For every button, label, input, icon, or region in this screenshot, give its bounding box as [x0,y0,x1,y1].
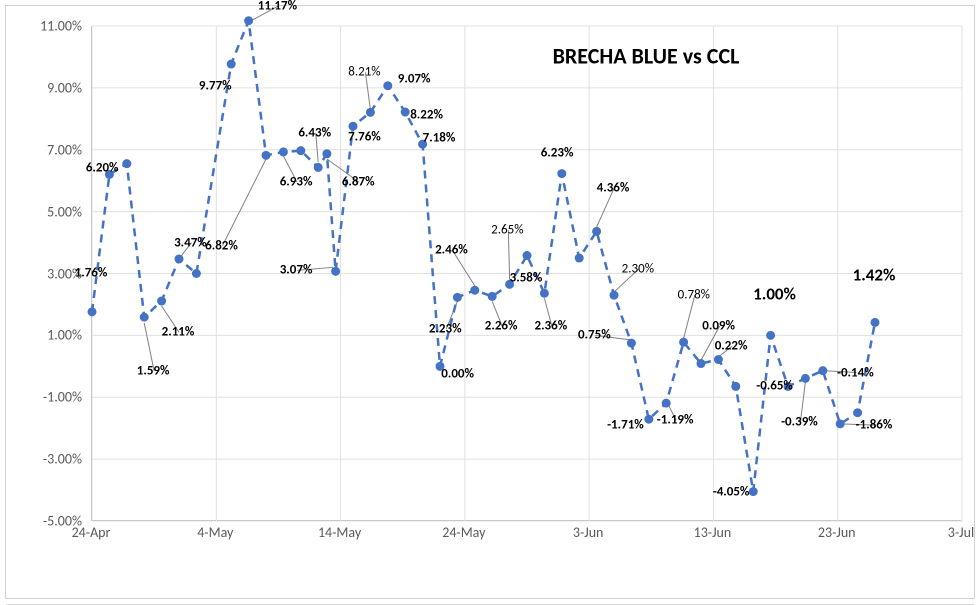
data-label: 6.23% [541,145,574,160]
data-label: -1.19% [657,413,694,428]
data-point [175,254,184,263]
data-point [836,419,845,428]
data-point [731,382,740,391]
data-point [314,163,323,172]
data-point [227,60,236,69]
data-point [679,338,688,347]
data-point [244,16,253,25]
data-point [331,267,340,276]
data-point [453,293,462,302]
data-point [627,339,636,348]
data-point [592,227,601,236]
data-label: 2.26% [485,319,518,334]
y-axis-tick: 3.00% [12,265,82,282]
data-label: 6.20% [86,161,119,176]
data-label: 3.47% [174,235,207,250]
data-label: 2.46% [435,243,468,258]
data-label: 2.36% [534,319,567,334]
data-label: 2.23% [429,322,462,337]
data-label: -1.86% [856,418,893,433]
data-point [401,108,410,117]
data-point [853,408,862,417]
data-label: 11.17% [258,0,297,13]
data-label: 6.82% [205,238,238,253]
data-point [366,108,375,117]
data-label: 1.59% [137,363,170,378]
y-axis-tick: 1.00% [12,327,82,344]
data-point [488,292,497,301]
data-label: 7.76% [348,130,381,145]
data-label: 3.58% [510,271,543,286]
data-label: 4.36% [597,181,630,196]
y-axis-tick: 5.00% [12,203,82,220]
data-label: 0.78% [678,288,710,303]
data-point [575,254,584,263]
y-axis-tick: 11.00% [12,18,82,35]
data-label: 1.76% [75,265,108,280]
data-point [697,359,706,368]
data-point [122,159,131,168]
data-point [470,286,479,295]
data-label: 6.43% [298,125,331,140]
data-label: -0.14% [837,365,874,380]
data-label: 1.00% [753,283,796,304]
data-point [192,269,201,278]
x-axis-tick: 13-Jun [694,524,732,541]
data-label: 8.22% [410,108,443,123]
data-label: 0.00% [441,367,474,382]
data-label: 2.30% [622,261,654,276]
data-point [262,151,271,160]
data-point [523,251,532,260]
data-point [749,487,758,496]
data-point [644,415,653,424]
data-label: 9.07% [398,71,431,86]
chart-title: BRECHA BLUE vs CCL [553,43,740,70]
data-point [140,313,149,322]
x-axis-tick: 24-Apr [72,524,111,541]
data-point [157,297,166,306]
data-label: 8.21% [348,65,380,80]
data-point [557,169,566,178]
data-label: 0.22% [715,339,748,354]
data-label: -0.65% [756,379,793,394]
data-label: -4.05% [713,484,750,499]
data-label: 6.93% [280,175,313,190]
x-axis-tick: 4-May [197,524,233,541]
data-label: 0.09% [702,319,735,334]
data-point [540,289,549,298]
data-label: -0.39% [781,415,818,430]
x-axis-tick: 24-May [442,524,485,541]
data-point [871,318,880,327]
data-label: 7.18% [423,130,456,145]
y-axis-tick: 7.00% [12,141,82,158]
data-point [801,374,810,383]
data-point [322,149,331,158]
data-point [88,307,97,316]
data-label: 2.11% [162,325,195,340]
x-axis-tick: 3-Jun [573,524,604,541]
data-point [714,355,723,364]
data-point [279,147,288,156]
data-point [662,399,671,408]
y-axis-tick: -3.00% [12,451,82,468]
data-label: 3.07% [280,263,313,278]
y-axis-tick: -1.00% [12,389,82,406]
data-label: -1.71% [607,418,644,433]
data-point [383,81,392,90]
x-axis-tick: 14-May [318,524,361,541]
chart-container: -5.00%-3.00%-1.00%1.00%3.00%5.00%7.00%9.… [5,5,975,599]
data-label: 2.65% [491,223,523,238]
data-point [818,366,827,375]
data-point [296,146,305,155]
data-label: 0.75% [578,328,611,343]
data-point [610,291,619,300]
y-axis-tick: 9.00% [12,79,82,96]
data-label: 1.42% [853,265,896,286]
x-axis-tick: 3-Jul [948,524,974,541]
x-axis-tick: 23-Jun [818,524,856,541]
data-label: 6.87% [342,175,375,190]
data-point [766,331,775,340]
data-label: 9.77% [199,79,232,94]
